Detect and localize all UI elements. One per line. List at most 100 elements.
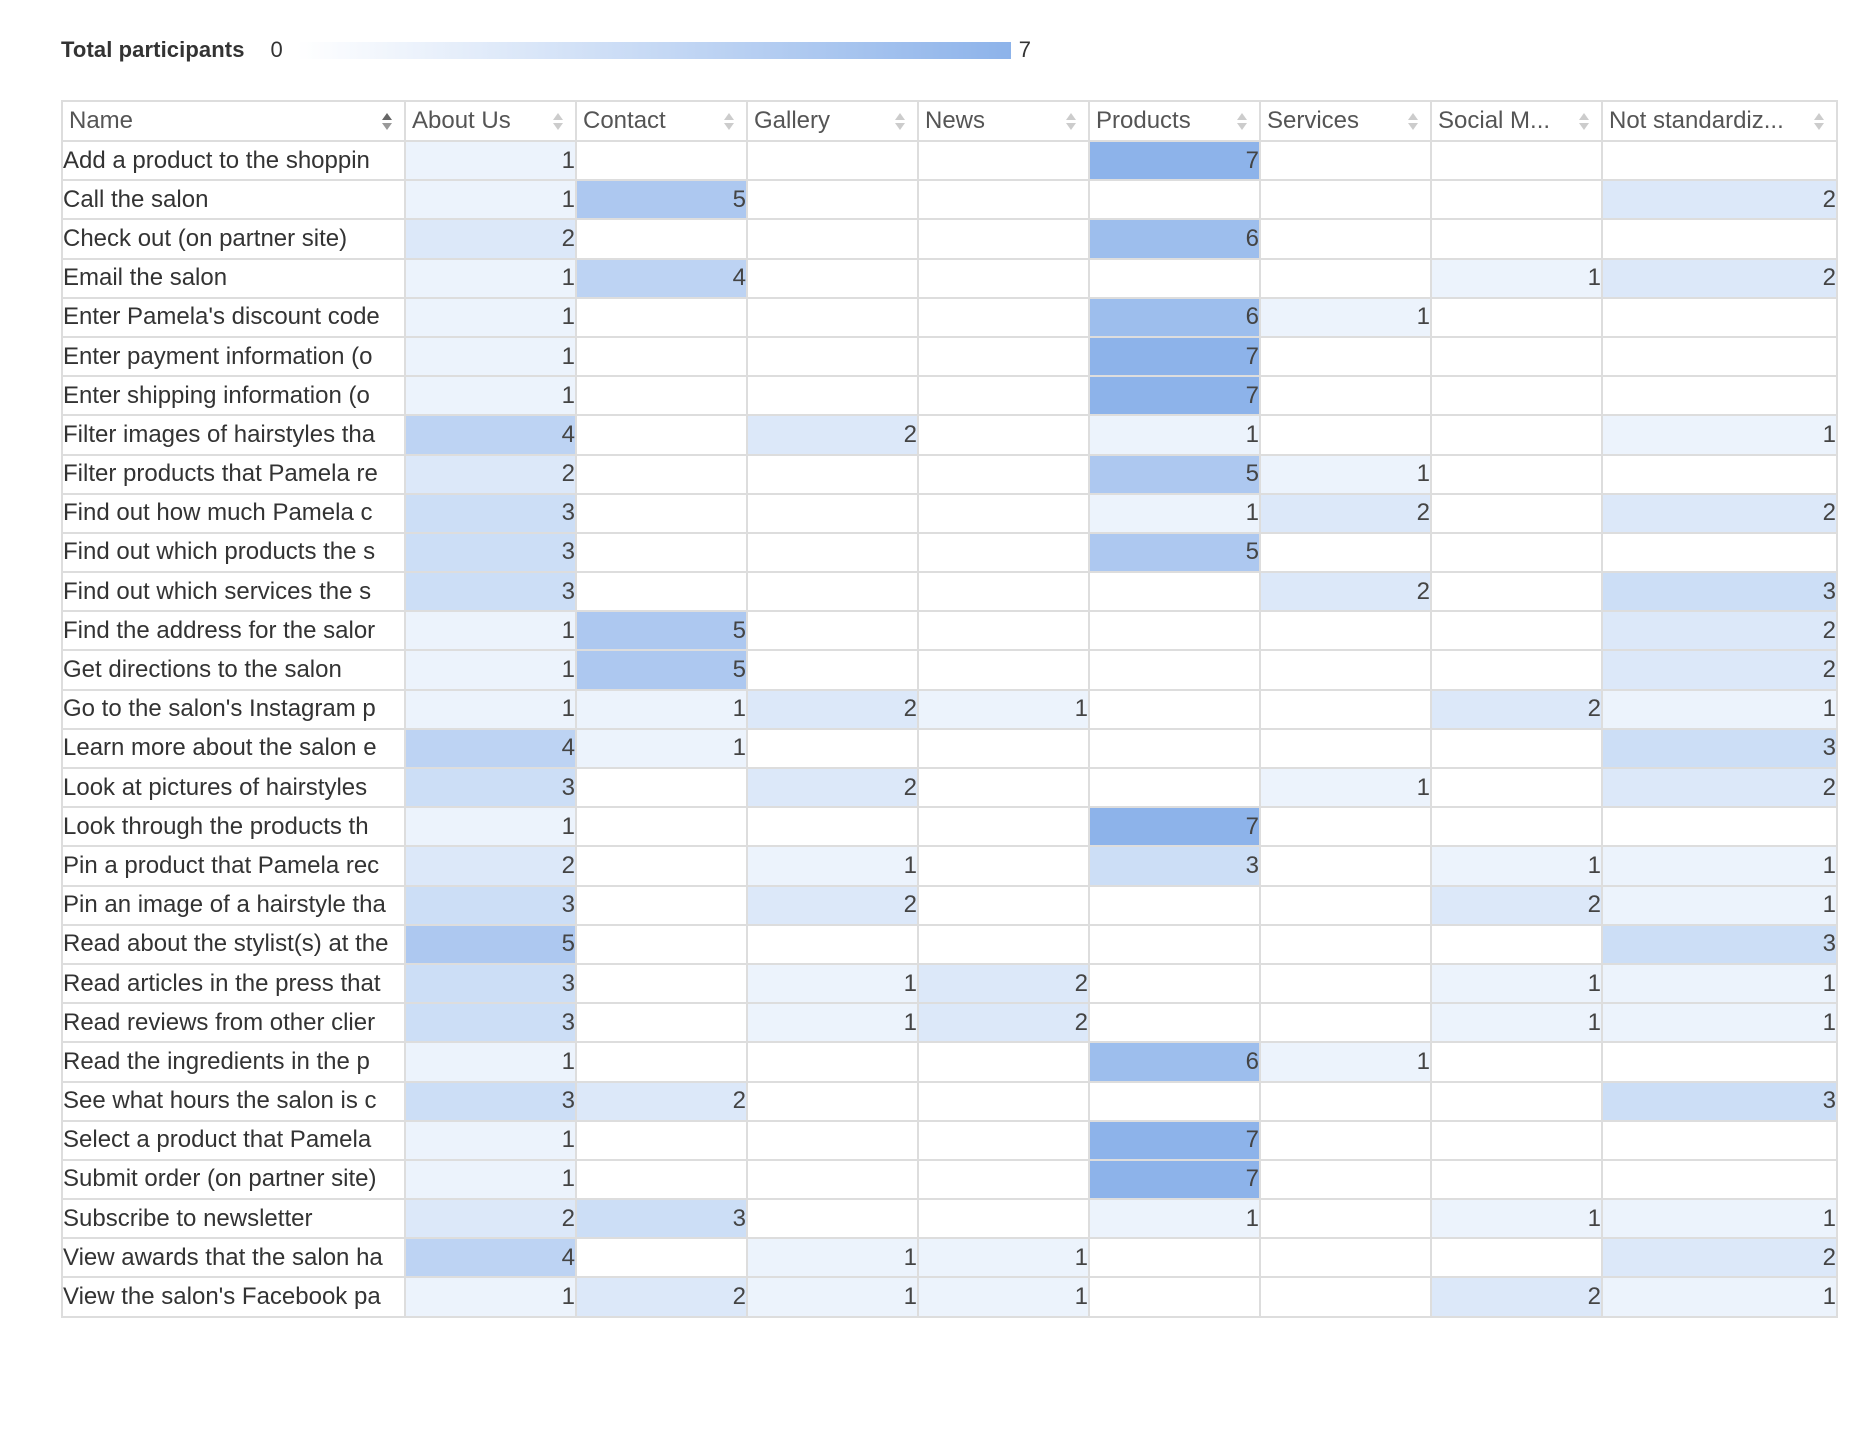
heatmap-cell: 3 [1601,1080,1838,1122]
table-body: Add a product to the shoppin 1 7 Call the s… [61,139,1838,1318]
heatmap-cell [1259,531,1432,574]
table-row: Enter payment information (o 1 7 [61,335,1838,378]
heatmap-cell [575,1002,748,1044]
heatmap-cell: 2 [1430,884,1603,926]
heatmap-cell: 7 [1088,139,1261,182]
row-name-cell: Read the ingredients in the p [61,1041,406,1083]
heatmap-cell [1430,1080,1603,1122]
heatmap-cell: 1 [1601,688,1838,730]
heatmap-cell [746,492,919,534]
heatmap-cell: 4 [404,1237,577,1279]
heatmap-cell [575,531,748,574]
heatmap-cell: 3 [404,571,577,613]
heatmap-cell: 6 [1088,296,1261,338]
heatmap-cell [1430,335,1603,378]
table-row: View the salon's Facebook pa 1 2 1 1 2 1 [61,1276,1838,1318]
heatmap-cell [575,845,748,887]
heatmap-cell: 2 [575,1276,748,1318]
table-row: Email the salon 1 4 1 2 [61,257,1838,299]
heatmap-cell: 1 [404,1041,577,1083]
column-header-label: About Us [412,107,511,134]
heatmap-cell [746,610,919,652]
sort-icon[interactable] [553,112,563,130]
table-row: Subscribe to newsletter 2 3 1 1 1 [61,1198,1838,1240]
heatmap-cell [1259,845,1432,887]
row-name-cell: Find the address for the salor [61,610,406,652]
heatmap-cell: 2 [1430,1276,1603,1318]
heatmap-cell [746,1158,919,1201]
sort-icon[interactable] [1814,112,1824,130]
heatmap-cell: 1 [746,1002,919,1044]
column-header-not-standardiz[interactable]: Not standardiz... [1601,100,1838,142]
heatmap-cell [917,218,1090,260]
sort-icon[interactable] [1579,112,1589,130]
heatmap-cell: 1 [404,296,577,338]
heatmap-cell [1259,257,1432,299]
row-name-cell: Call the salon [61,179,406,221]
heatmap-cell [1088,1276,1261,1318]
column-header-gallery[interactable]: Gallery [746,100,919,142]
heatmap-cell [1601,1158,1838,1201]
column-header-services[interactable]: Services [1259,100,1432,142]
heatmap-cell [917,179,1090,221]
sort-icon[interactable] [1237,112,1247,130]
heatmap-cell: 1 [404,375,577,417]
column-header-contact[interactable]: Contact [575,100,748,142]
table-row: View awards that the salon ha 4 1 1 2 [61,1237,1838,1279]
heatmap-cell: 1 [1430,1002,1603,1044]
column-header-social-m[interactable]: Social M... [1430,100,1603,142]
heatmap-cell: 2 [917,1002,1090,1044]
row-name-cell: Filter products that Pamela re [61,453,406,495]
column-header-news[interactable]: News [917,100,1090,142]
heatmap-cell [1601,806,1838,848]
row-name-cell: Read articles in the press that [61,962,406,1005]
heatmap-cell: 3 [404,1080,577,1122]
table-row: Read about the stylist(s) at the 5 3 [61,923,1838,965]
heatmap-cell [746,139,919,182]
heatmap-cell [1259,1002,1432,1044]
heatmap-cell [1430,492,1603,534]
heatmap-cell [1430,375,1603,417]
heatmap-cell [746,1041,919,1083]
heatmap-cell [1259,962,1432,1005]
row-name-cell: Enter Pamela's discount code [61,296,406,338]
heatmap-cell: 4 [404,727,577,770]
heatmap-cell [917,139,1090,182]
heatmap-cell: 2 [1601,766,1838,809]
column-header-name[interactable]: Name [61,100,406,142]
heatmap-cell: 4 [404,414,577,456]
heatmap-cell [917,453,1090,495]
heatmap-cell: 1 [1430,1198,1603,1240]
heatmap-cell [575,923,748,965]
column-header-products[interactable]: Products [1088,100,1261,142]
heatmap-cell [917,1119,1090,1161]
heatmap-cell: 1 [1601,1198,1838,1240]
heatmap-cell: 1 [404,335,577,378]
sort-icon[interactable] [724,112,734,130]
table-row: Submit order (on partner site) 1 7 [61,1158,1838,1201]
heatmap-cell: 3 [404,492,577,534]
heatmap-cell: 1 [404,1276,577,1318]
heatmap-cell [746,1198,919,1240]
heatmap-cell: 2 [1259,492,1432,534]
sort-icon[interactable] [382,112,392,130]
row-name-cell: Look at pictures of hairstyles [61,766,406,809]
sort-icon[interactable] [1408,112,1418,130]
heatmap-cell [1259,414,1432,456]
column-header-label: News [925,107,986,134]
row-name-cell: Submit order (on partner site) [61,1158,406,1201]
column-header-about-us[interactable]: About Us [404,100,577,142]
heatmap-cell [746,218,919,260]
heatmap-cell: 1 [1601,962,1838,1005]
table-row: Find the address for the salor 1 5 2 [61,610,1838,652]
row-name-cell: Get directions to the salon [61,649,406,691]
heatmap-cell [1088,571,1261,613]
heatmap-cell: 1 [1601,1276,1838,1318]
sort-icon[interactable] [1066,112,1076,130]
table-row: Enter Pamela's discount code 1 6 1 [61,296,1838,338]
sort-icon[interactable] [895,112,905,130]
heatmap-cell [1430,296,1603,338]
heatmap-cell: 2 [1259,571,1432,613]
heatmap-cell: 1 [1601,414,1838,456]
